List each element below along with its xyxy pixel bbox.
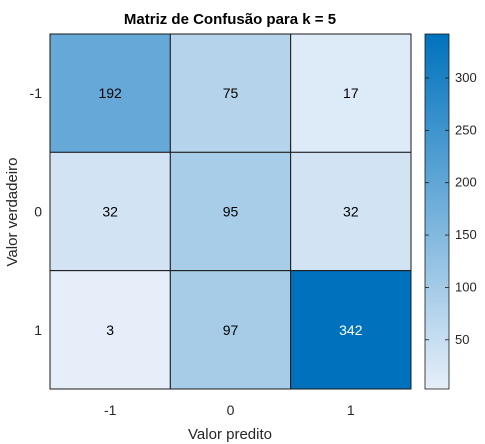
heatmap-cell [49,33,171,153]
heatmap-cells: 192 75 17 32 95 32 3 97 342 [49,33,412,390]
cell-value-label: 17 [343,85,359,101]
heatmap-cell [290,33,412,153]
y-tick-label: 1 [34,322,42,338]
colorbar-tick-label: 250 [455,122,477,137]
y-tick-label: -1 [30,85,43,101]
cell-value-label: 32 [343,204,359,220]
cell-value-label: 32 [102,204,118,220]
colorbar-tick-label: 50 [455,332,469,347]
x-tick-label: 0 [227,402,235,418]
y-axis-label: Valor verdadeiro [4,158,21,267]
colorbar-tick-label: 100 [455,279,477,294]
heatmap-cell [169,151,292,272]
x-axis-ticks: -1 0 1 [104,402,355,418]
cell-value-label: 97 [223,322,239,338]
heatmap-cell [290,270,412,390]
chart-title: Matriz de Confusão para k = 5 [124,11,336,28]
cell-value-label: 342 [339,322,363,338]
heatmap-cell [49,151,171,272]
heatmap-cell [169,33,292,153]
colorbar: 50 100 150 200 250 300 [424,33,477,390]
colorbar-tick-label: 150 [455,227,477,242]
x-tick-label: -1 [104,402,117,418]
heatmap-cell [49,270,171,390]
colorbar-tick-label: 200 [455,175,477,190]
x-axis-label: Valor predito [188,426,272,443]
heatmap-cell [290,151,412,272]
cell-value-label: 95 [223,204,239,220]
colorbar-gradient [424,33,450,390]
cell-value-label: 3 [106,322,114,338]
heatmap-cell [169,270,292,390]
cell-value-label: 192 [98,85,122,101]
colorbar-tick-label: 300 [455,70,477,85]
y-tick-label: 0 [34,204,42,220]
x-tick-label: 1 [347,402,355,418]
y-axis-ticks: -1 0 1 [30,85,43,338]
cell-value-label: 75 [223,85,239,101]
